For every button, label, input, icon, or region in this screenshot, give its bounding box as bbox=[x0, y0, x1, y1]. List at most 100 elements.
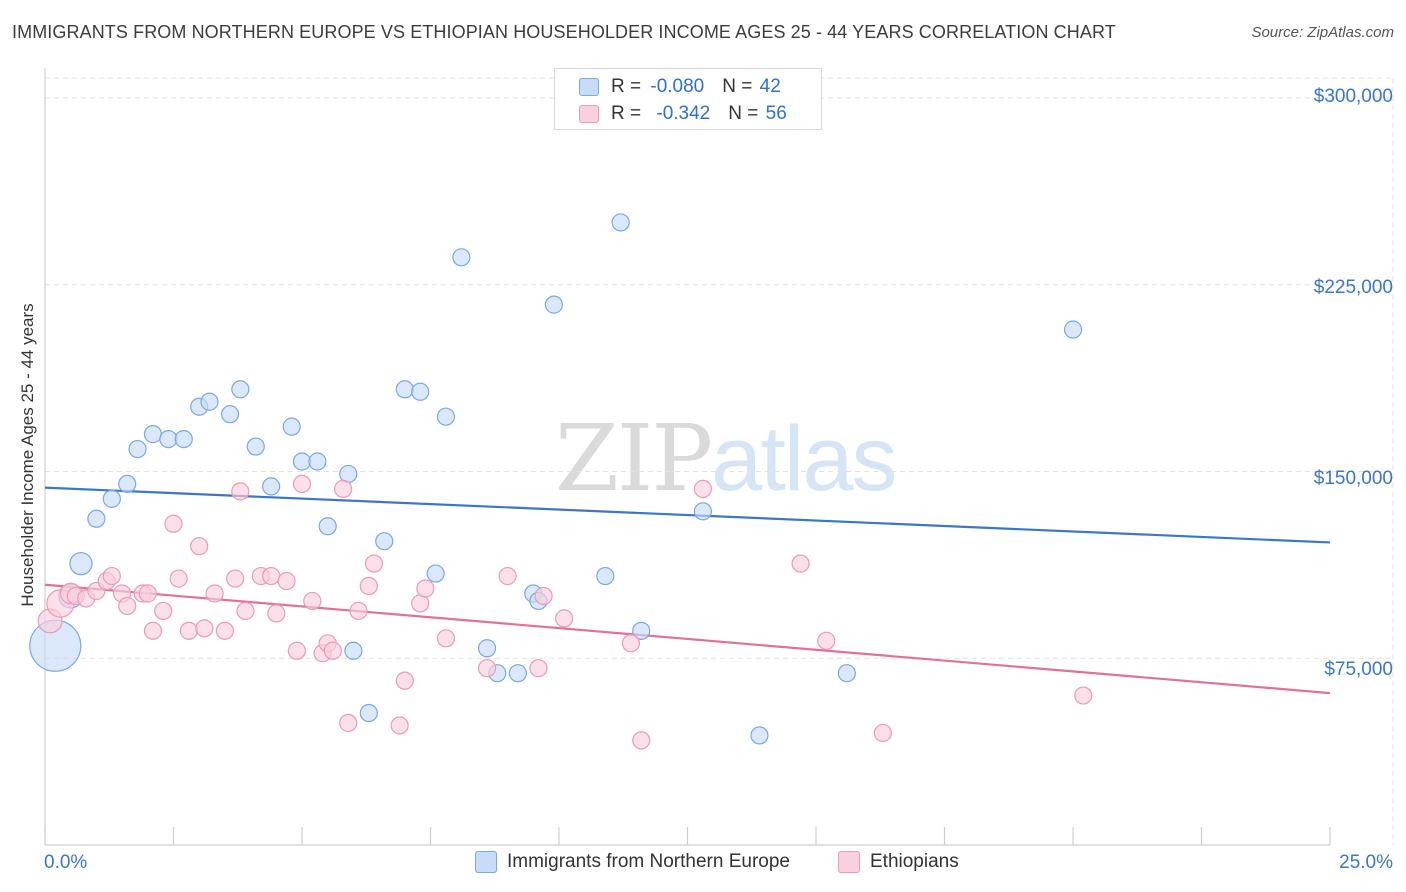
data-point bbox=[791, 554, 810, 573]
data-point bbox=[226, 569, 245, 588]
data-point bbox=[292, 474, 312, 494]
data-point bbox=[236, 601, 255, 621]
data-point bbox=[1063, 320, 1083, 339]
legend-swatch-blue bbox=[475, 851, 497, 873]
series-legend: Immigrants from Northern Europe Ethiopia… bbox=[0, 851, 1406, 877]
data-point bbox=[436, 629, 456, 648]
data-point bbox=[693, 479, 713, 498]
data-point bbox=[873, 723, 892, 743]
data-point bbox=[750, 726, 769, 745]
data-point bbox=[452, 248, 471, 267]
watermark-zip: ZIP bbox=[555, 405, 713, 512]
x-tick-label-min: 0.0% bbox=[44, 852, 88, 873]
n-label: N = bbox=[722, 76, 758, 97]
data-point bbox=[179, 621, 199, 640]
legend-swatch-pink bbox=[838, 851, 860, 873]
data-point bbox=[102, 489, 121, 508]
data-point bbox=[508, 664, 527, 683]
data-point bbox=[287, 641, 306, 660]
data-point bbox=[364, 554, 384, 573]
data-point bbox=[596, 566, 615, 586]
legend-swatch-blue bbox=[579, 78, 599, 96]
data-point bbox=[323, 641, 342, 660]
data-point bbox=[231, 380, 250, 399]
y-tick-label-300000: $300,000 bbox=[1313, 86, 1393, 107]
legend-item-northern-europe[interactable]: Immigrants from Northern Europe bbox=[475, 851, 790, 873]
data-point bbox=[169, 569, 188, 588]
legend-label: Immigrants from Northern Europe bbox=[507, 851, 790, 872]
data-point bbox=[529, 659, 548, 678]
data-point bbox=[426, 564, 445, 583]
data-point bbox=[164, 514, 183, 533]
data-point bbox=[334, 479, 353, 498]
data-point bbox=[262, 477, 281, 496]
data-point bbox=[282, 417, 301, 436]
data-point bbox=[632, 621, 651, 640]
data-point bbox=[200, 392, 219, 411]
correlation-legend: R = -0.080 N = 42 R = -0.342 N = 56 bbox=[554, 68, 822, 130]
chart-title: IMMIGRANTS FROM NORTHERN EUROPE VS ETHIO… bbox=[12, 22, 1116, 42]
r-label: R = bbox=[611, 103, 647, 124]
data-point bbox=[1074, 686, 1093, 705]
data-point bbox=[128, 439, 147, 459]
data-point bbox=[477, 639, 497, 658]
data-point bbox=[477, 659, 497, 678]
n-label: N = bbox=[728, 103, 764, 124]
data-point bbox=[118, 596, 137, 616]
x-tick-label-max: 25.0% bbox=[1339, 852, 1393, 873]
data-point bbox=[174, 429, 193, 449]
data-point bbox=[621, 634, 641, 653]
source-credit: Source: ZipAtlas.com bbox=[1251, 24, 1394, 41]
data-point bbox=[215, 621, 234, 640]
data-point bbox=[390, 716, 409, 735]
data-point bbox=[375, 532, 394, 551]
data-point bbox=[277, 571, 296, 591]
data-point bbox=[267, 604, 286, 623]
y-tick-label-225000: $225,000 bbox=[1313, 277, 1393, 298]
data-point bbox=[817, 631, 836, 650]
data-point bbox=[349, 601, 368, 621]
data-point bbox=[611, 213, 630, 232]
data-point bbox=[69, 551, 93, 576]
data-points bbox=[29, 213, 1093, 750]
data-point bbox=[436, 407, 456, 426]
r-value: -0.342 bbox=[656, 103, 711, 124]
y-tick-label-150000: $150,000 bbox=[1313, 468, 1393, 489]
r-label: R = bbox=[611, 76, 647, 97]
data-point bbox=[411, 382, 430, 401]
data-point bbox=[555, 609, 574, 628]
data-point bbox=[632, 731, 651, 750]
data-point bbox=[339, 713, 358, 733]
legend-item-ethiopians[interactable]: Ethiopians bbox=[838, 851, 959, 873]
data-point bbox=[498, 566, 517, 586]
data-point bbox=[308, 452, 327, 471]
data-point bbox=[231, 482, 250, 501]
data-point bbox=[395, 380, 414, 399]
legend-swatch-pink bbox=[579, 105, 599, 123]
legend-row-ethiopians: R = -0.342 N = 56 bbox=[579, 102, 787, 126]
n-value: 42 bbox=[759, 76, 781, 97]
legend-label: Ethiopians bbox=[870, 851, 959, 872]
watermark: ZIPatlas bbox=[555, 405, 898, 512]
data-point bbox=[87, 509, 106, 528]
data-point bbox=[837, 664, 856, 683]
watermark-atlas: atlas bbox=[711, 408, 897, 510]
trend-line-ethiopians bbox=[44, 583, 1331, 695]
n-value: 56 bbox=[765, 103, 787, 124]
data-point bbox=[534, 586, 553, 606]
data-point bbox=[118, 474, 137, 494]
data-point bbox=[262, 566, 281, 586]
y-tick-label-75000: $75,000 bbox=[1324, 659, 1393, 680]
trend-line-northern-europe bbox=[44, 486, 1331, 544]
data-point bbox=[154, 601, 173, 621]
data-point bbox=[220, 405, 240, 424]
data-point bbox=[395, 671, 414, 690]
data-point bbox=[303, 591, 322, 611]
data-point bbox=[159, 429, 178, 449]
data-point bbox=[292, 452, 312, 471]
data-point bbox=[344, 641, 363, 660]
data-point bbox=[190, 537, 209, 556]
grid-lines bbox=[45, 77, 1395, 845]
data-point bbox=[416, 579, 435, 598]
